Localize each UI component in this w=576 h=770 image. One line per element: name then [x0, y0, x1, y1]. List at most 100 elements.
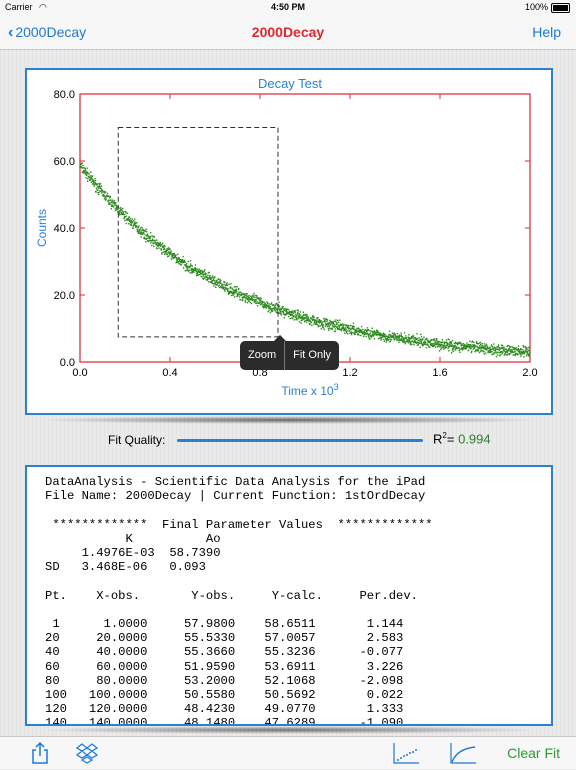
- data-point: [278, 304, 280, 307]
- data-point: [143, 237, 146, 240]
- data-point: [234, 289, 236, 291]
- back-button[interactable]: ‹ 2000Decay: [8, 24, 86, 42]
- data-point: [470, 345, 472, 347]
- data-point: [468, 343, 470, 346]
- data-point: [223, 288, 226, 291]
- data-point: [478, 347, 481, 350]
- data-point: [517, 354, 519, 356]
- data-point: [90, 176, 92, 179]
- data-point: [252, 296, 255, 298]
- results-report[interactable]: DataAnalysis - Scientific Data Analysis …: [25, 465, 553, 726]
- data-point: [224, 281, 226, 283]
- data-point: [468, 347, 471, 349]
- data-point: [513, 349, 516, 351]
- data-point: [297, 309, 299, 311]
- data-point: [433, 339, 435, 342]
- data-point: [441, 346, 443, 348]
- data-point: [415, 342, 418, 344]
- decay-chart[interactable]: Decay Test Counts Time x 103 0.0 20.0 40.0…: [27, 70, 551, 413]
- fit-curve-icon[interactable]: [449, 741, 477, 770]
- data-point: [324, 321, 326, 323]
- data-point: [345, 328, 347, 331]
- data-point: [371, 331, 374, 333]
- data-point: [362, 328, 364, 331]
- data-point: [337, 328, 339, 330]
- data-point: [248, 296, 250, 299]
- data-point: [106, 192, 109, 195]
- data-point: [482, 346, 485, 349]
- data-point: [403, 341, 405, 343]
- data-point: [498, 348, 500, 350]
- data-point: [232, 294, 234, 296]
- share-icon[interactable]: [29, 741, 51, 770]
- data-point: [176, 260, 179, 262]
- chart-panel[interactable]: Decay Test Counts Time x 103 0.0 20.0 40.0…: [25, 68, 553, 415]
- data-point: [406, 341, 408, 343]
- data-point: [241, 299, 244, 302]
- data-point: [348, 330, 351, 332]
- data-point: [450, 342, 453, 344]
- data-point: [477, 349, 480, 351]
- data-point: [140, 236, 142, 238]
- data-point: [378, 332, 381, 334]
- data-point: [149, 239, 151, 241]
- data-point: [287, 315, 290, 318]
- data-point: [378, 333, 380, 336]
- help-button[interactable]: Help: [532, 24, 561, 40]
- data-point: [410, 336, 413, 339]
- data-point: [450, 352, 453, 354]
- data-point: [469, 343, 472, 346]
- data-point: [466, 346, 468, 348]
- data-point: [90, 175, 92, 177]
- data-point: [153, 235, 155, 238]
- fit-only-button[interactable]: Fit Only: [293, 349, 332, 361]
- data-point: [201, 273, 204, 276]
- data-point: [155, 242, 157, 245]
- data-point: [312, 318, 315, 321]
- data-point: [161, 242, 164, 244]
- data-point: [446, 342, 449, 345]
- data-point: [259, 299, 261, 302]
- data-point: [328, 322, 330, 325]
- data-point: [299, 314, 301, 316]
- data-point: [210, 277, 213, 279]
- data-point: [499, 348, 502, 350]
- data-point: [192, 271, 194, 274]
- data-point: [325, 318, 327, 320]
- zoom-button[interactable]: Zoom: [248, 349, 277, 361]
- data-point: [309, 323, 311, 326]
- data-point: [495, 355, 498, 358]
- data-point: [396, 333, 399, 335]
- data-point: [391, 336, 393, 339]
- data-point: [479, 345, 481, 347]
- data-point: [146, 237, 148, 240]
- data-point: [259, 299, 261, 301]
- data-point: [350, 324, 352, 327]
- data-point: [403, 339, 406, 342]
- plot-area[interactable]: 0.0 20.0 40.0 60.0 80.0 0.0 0.4 0.8 1.2 1.6 2.0: [54, 89, 538, 379]
- data-point: [487, 347, 489, 349]
- data-point: [284, 310, 287, 312]
- data-point: [416, 333, 418, 335]
- data-point: [448, 350, 450, 352]
- clear-fit-button[interactable]: Clear Fit: [507, 745, 560, 761]
- data-point: [289, 312, 291, 314]
- data-point: [443, 342, 446, 345]
- data-point: [437, 340, 439, 343]
- data-point: [91, 175, 94, 177]
- dropbox-icon[interactable]: [75, 741, 99, 770]
- scatter-plot-icon[interactable]: [392, 741, 420, 770]
- data-point: [110, 199, 112, 201]
- data-point: [419, 342, 421, 345]
- data-point: [79, 164, 81, 167]
- data-point: [434, 346, 437, 348]
- data-point: [81, 162, 83, 164]
- data-point: [186, 263, 188, 265]
- data-point: [209, 281, 212, 283]
- data-point: [147, 240, 149, 243]
- data-point: [290, 314, 292, 316]
- data-point: [201, 272, 203, 275]
- data-point: [237, 293, 239, 296]
- data-point: [230, 283, 232, 285]
- data-point: [149, 236, 152, 238]
